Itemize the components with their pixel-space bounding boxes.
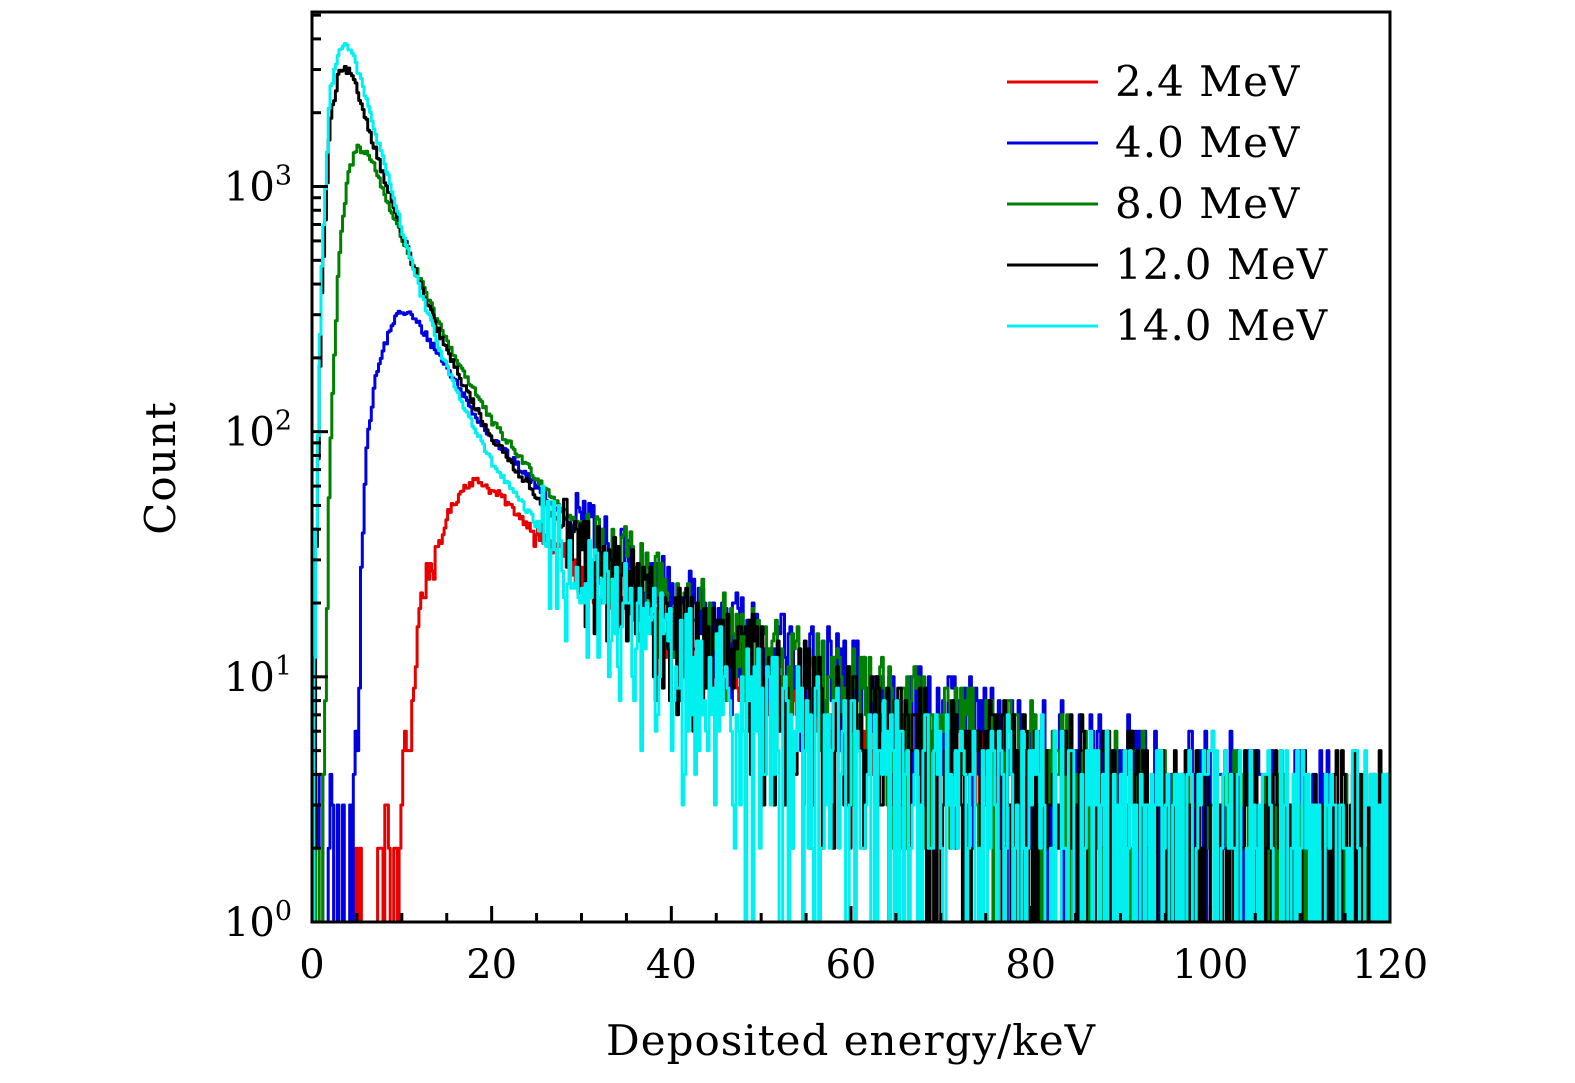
legend-label: 2.4 MeV — [1115, 57, 1300, 106]
y-tick-label: 103 — [224, 161, 292, 211]
x-tick-label: 0 — [299, 942, 324, 988]
x-axis-title: Deposited energy/keV — [606, 1016, 1096, 1065]
legend-item: 12.0 MeV — [1007, 240, 1328, 289]
legend-label: 14.0 MeV — [1115, 301, 1328, 350]
legend-label: 4.0 MeV — [1115, 118, 1300, 167]
legend-label: 8.0 MeV — [1115, 179, 1300, 228]
y-tick-label: 102 — [224, 406, 292, 456]
series-layer — [312, 42, 1390, 922]
x-tick-label: 20 — [466, 942, 517, 988]
legend: 2.4 MeV 4.0 MeV 8.0 MeV 12.0 MeV 14.0 MeV — [1007, 57, 1328, 350]
x-tick-label: 40 — [646, 942, 697, 988]
x-tick-label: 60 — [826, 942, 877, 988]
y-axis: 100 101 102 103 — [224, 13, 328, 946]
x-tick-label: 80 — [1005, 942, 1056, 988]
legend-item: 8.0 MeV — [1007, 179, 1300, 228]
y-axis-title: Count — [136, 401, 185, 534]
legend-item: 14.0 MeV — [1007, 301, 1328, 350]
legend-item: 4.0 MeV — [1007, 118, 1300, 167]
y-tick-label: 101 — [224, 651, 292, 701]
x-axis: 0 20 40 60 80 100 120 — [299, 906, 1428, 988]
y-tick-label: 100 — [224, 896, 292, 946]
x-tick-label: 100 — [1172, 942, 1248, 988]
legend-item: 2.4 MeV — [1007, 57, 1300, 106]
x-tick-label: 120 — [1352, 942, 1428, 988]
legend-label: 12.0 MeV — [1115, 240, 1328, 289]
series-line-14-0-mev — [312, 42, 1390, 922]
